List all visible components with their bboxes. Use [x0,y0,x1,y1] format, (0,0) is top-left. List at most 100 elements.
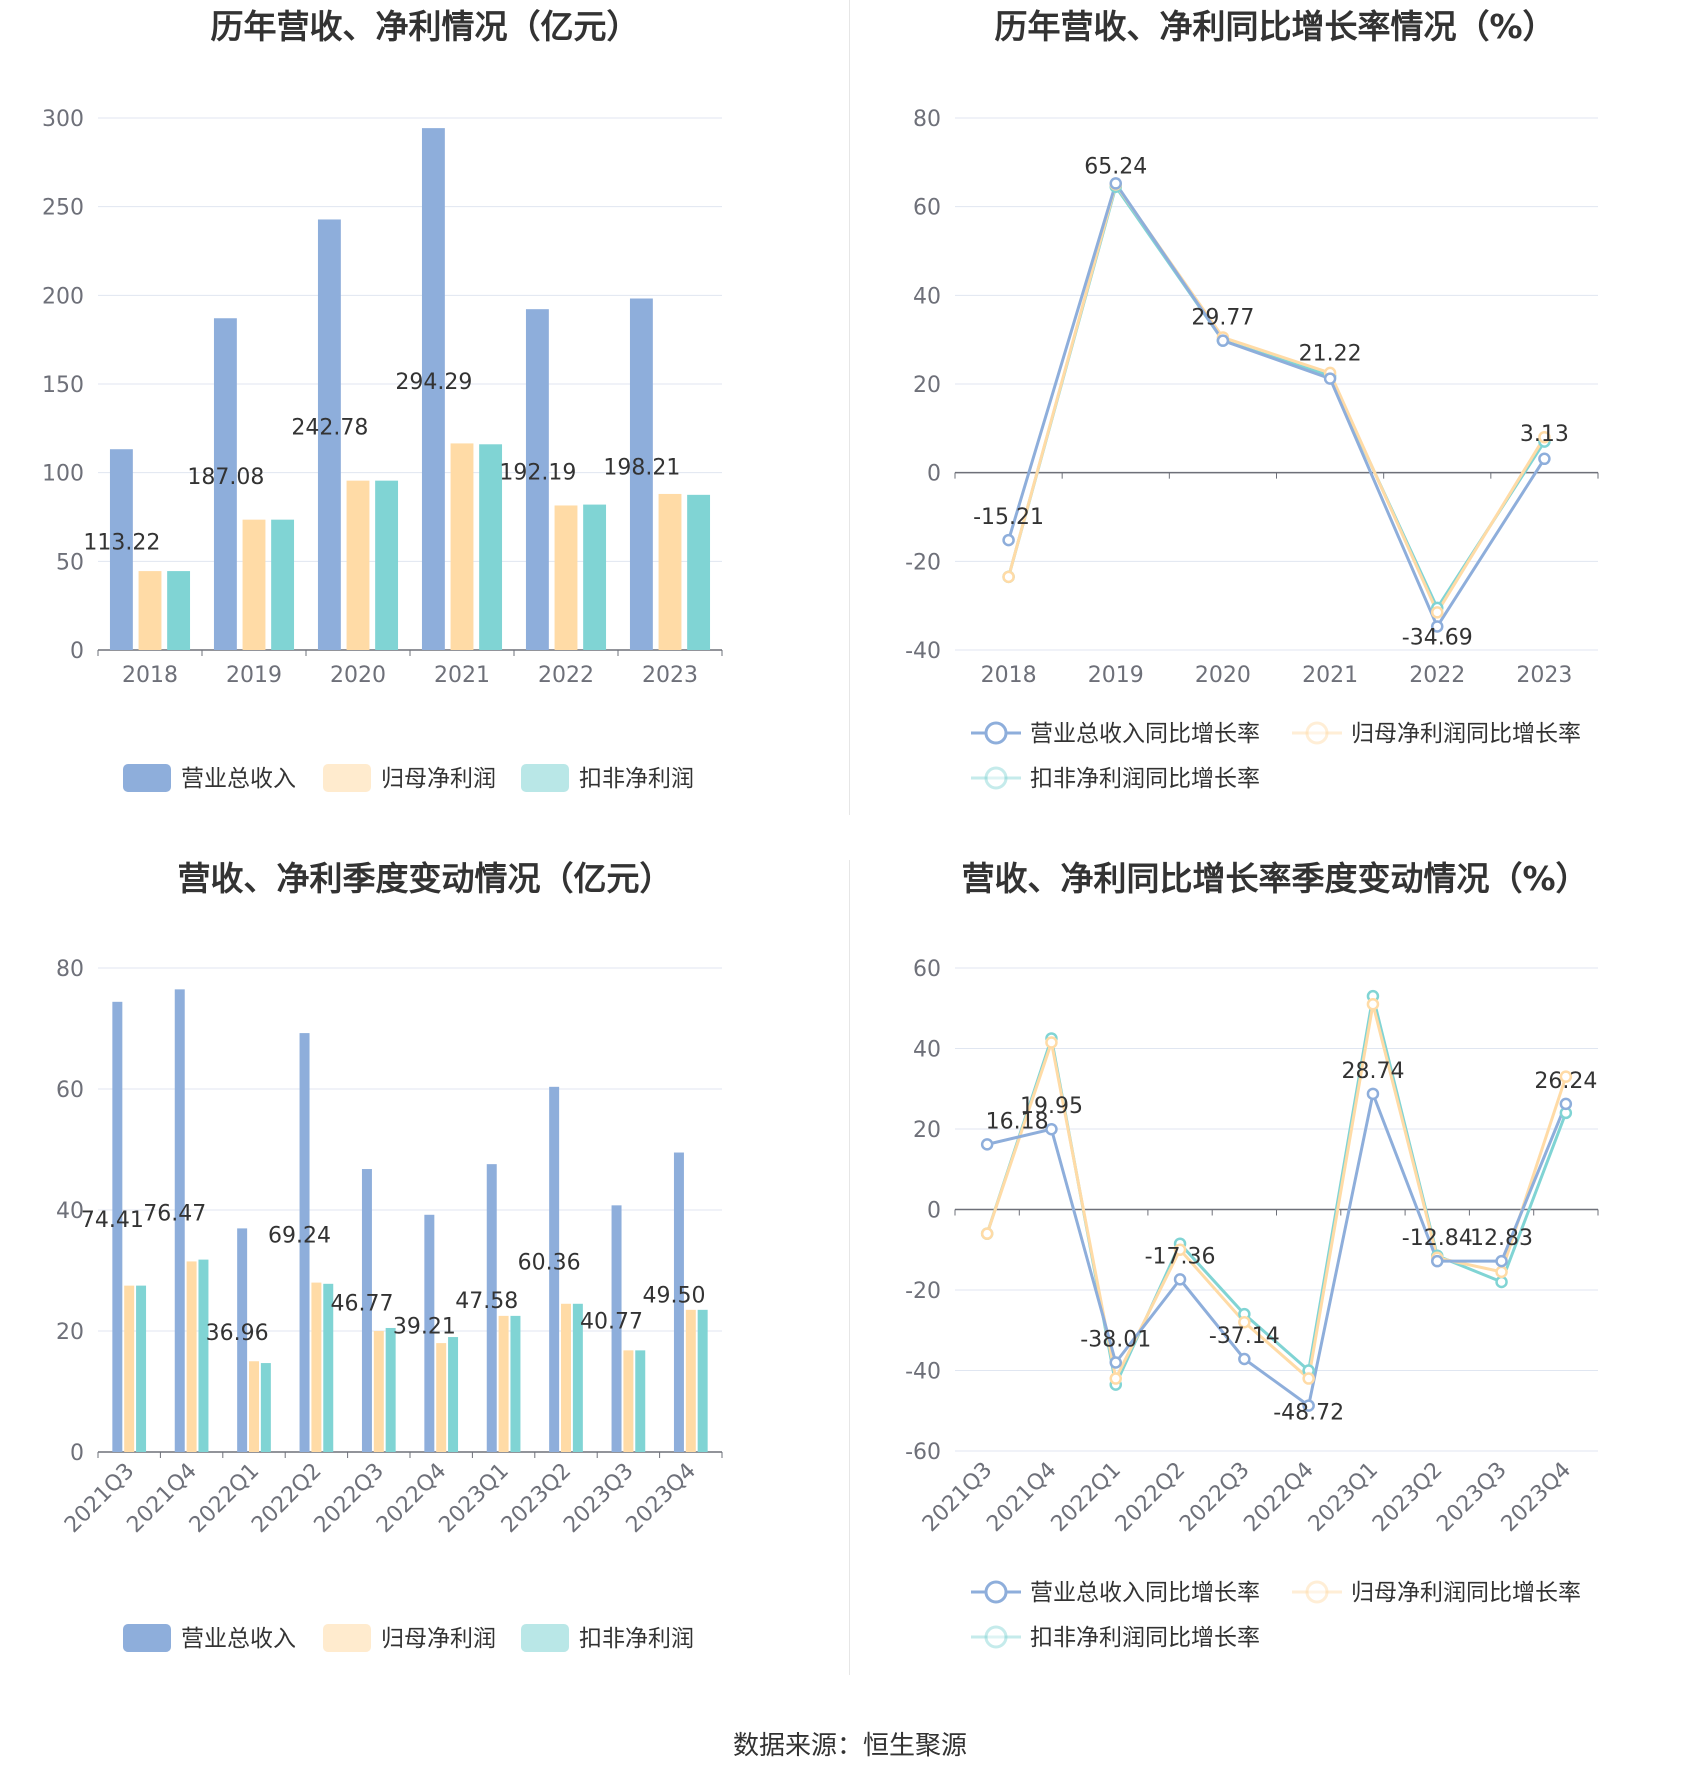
y-tick-label: 150 [42,373,84,398]
data-point [1495,1265,1508,1279]
data-point [1431,606,1444,619]
legend-label: 扣非净利润同比增长率 [1030,1625,1260,1651]
chart-svg: 历年营收、净利同比增长率情况（%） -40 -20 0 20 40 60 80 2018 2019… [905,7,1599,792]
legend-label: 营业总收入同比增长率 [1030,1580,1260,1606]
x-tick-label: 2022Q3 [1175,1458,1254,1537]
bar [629,298,653,650]
y-tick-label: 20 [913,1118,941,1143]
data-point [1559,1070,1573,1083]
data-source: 数据来源：恒生聚源 [732,1731,967,1761]
data-point [980,1227,994,1240]
x-tick-label: 2023Q1 [1304,1458,1383,1537]
data-point [1495,1254,1508,1268]
data-label: 39.21 [393,1314,456,1339]
data-point [1045,1122,1058,1136]
bar [685,1309,696,1452]
legend-swatch [323,764,371,792]
x-tick-label: 2023Q3 [1432,1458,1511,1537]
x-tick-label: 2021 [434,663,490,688]
x-tick-label: 2022 [1409,663,1465,688]
bar [486,1164,497,1452]
legend-label: 扣非净利润 [579,766,694,792]
chart-annual-growth: 历年营收、净利同比增长率情况（%） -40 -20 0 20 40 60 80 2018 2019… [850,0,1700,850]
bar [186,1261,197,1452]
chart-svg: 营收、净利同比增长率季度变动情况（%） -60 -40 -20 0 20 40 60 2021Q… [905,859,1599,1651]
y-tick-label: 20 [913,373,941,398]
data-point [1002,533,1015,547]
y-tick-label: 0 [927,462,941,487]
x-tick-label: 2023Q4 [1497,1458,1576,1537]
bar [421,128,445,650]
data-label: -38.01 [1080,1327,1151,1352]
data-point [1431,620,1444,633]
data-point [1216,334,1230,347]
data-point [1238,1315,1251,1329]
bar [658,493,682,650]
bar [112,1001,123,1452]
bar [346,480,370,650]
data-point [1109,1372,1122,1385]
data-label: -12.84 [1402,1226,1473,1251]
x-tick-label: 2023 [1516,663,1572,688]
bar [697,1309,708,1452]
y-tick-label: 60 [913,196,941,221]
data-label: 28.74 [1341,1059,1404,1084]
bar [436,1343,447,1452]
x-tick-label: 2020 [1195,663,1251,688]
bar [498,1315,509,1452]
legend-swatch [521,764,569,792]
y-tick-label: 60 [56,1078,84,1103]
legend-swatch [123,1624,171,1652]
chart-annual-values: 历年营收、净利情况（亿元） 0 50 100 150 200 250 300 2018 2019 2… [0,0,850,850]
data-point [1173,1273,1187,1286]
data-point [1002,570,1015,584]
bar [174,989,185,1452]
bar [167,571,191,650]
bar [299,1033,310,1452]
data-point [1109,177,1122,190]
bar [373,1331,384,1452]
bar [479,444,503,650]
chart-title: 历年营收、净利情况（亿元） [211,7,640,46]
series-line [1007,179,1546,630]
data-label: 46.77 [330,1292,393,1317]
bar [138,571,162,650]
data-label: 36.96 [206,1321,269,1346]
legend-label: 归母净利润同比增长率 [1351,1580,1581,1606]
data-label: 60.36 [518,1250,581,1275]
y-tick-label: 300 [42,107,84,132]
bar [242,519,266,650]
x-tick-label: 2022Q2 [1111,1458,1190,1537]
legend-swatch [984,1580,1008,1604]
y-tick-label: -20 [905,1279,941,1304]
bar [687,494,711,650]
bar [109,449,133,650]
bar [271,519,295,650]
data-label: 242.78 [291,416,368,441]
x-tick-label: 2023 [642,663,698,688]
x-tick-label: 2021Q4 [982,1458,1061,1537]
data-label: 29.77 [1191,306,1254,331]
data-point [980,1138,994,1151]
chart-svg: 营收、净利季度变动情况（亿元）0204060802021Q32021Q42022… [56,859,723,1652]
legend-label: 营业总收入 [181,1626,296,1652]
x-tick-label: 2019 [1088,663,1144,688]
legend-label: 营业总收入 [181,766,296,792]
series-line [1007,183,1546,611]
bar [554,505,578,650]
x-tick-label: 2018 [981,663,1037,688]
data-point [1173,1243,1187,1256]
x-tick-label: 2018 [122,663,178,688]
data-label: 47.58 [455,1289,518,1314]
data-label: 12.83 [1470,1226,1533,1251]
data-point [1366,997,1380,1011]
data-label: -37.14 [1209,1324,1280,1349]
y-tick-label: 0 [70,639,84,664]
chart-title: 历年营收、净利同比增长率情况（%） [994,7,1555,46]
y-tick-label: -60 [905,1440,941,1465]
legend-label: 归母净利润 [381,766,496,792]
x-tick-label: 2021 [1302,663,1358,688]
chart-quarter-growth: 营收、净利同比增长率季度变动情况（%） -60 -40 -20 0 20 40 60 2021Q… [850,850,1700,1700]
series-line [986,1088,1568,1409]
bar [635,1350,646,1452]
